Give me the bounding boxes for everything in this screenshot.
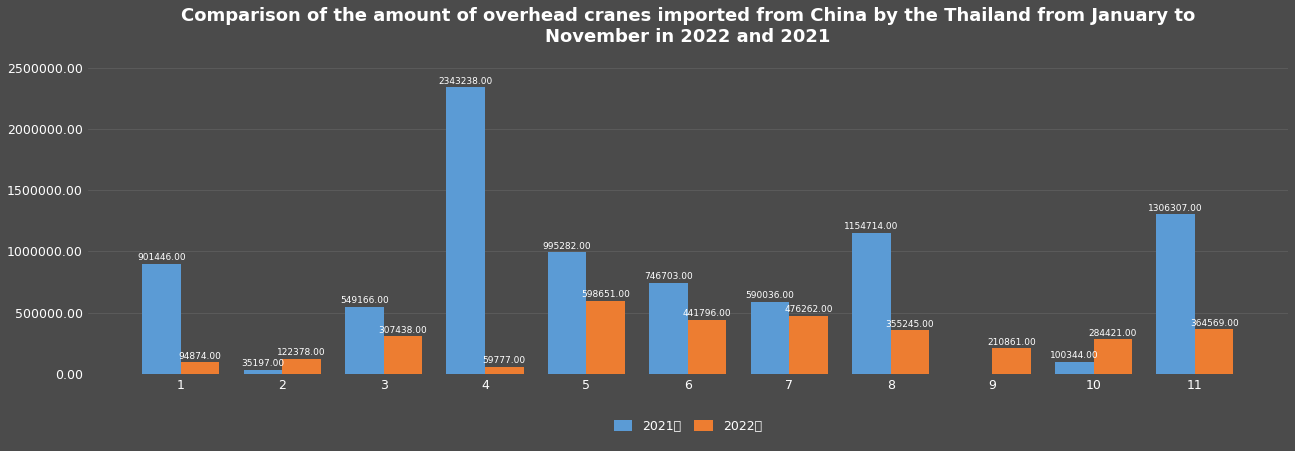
- Bar: [789, 316, 828, 374]
- Bar: [282, 359, 321, 374]
- Bar: [587, 301, 625, 374]
- Bar: [548, 252, 587, 374]
- Bar: [1093, 339, 1132, 374]
- Text: 590036.00: 590036.00: [746, 291, 794, 300]
- Bar: [383, 336, 422, 374]
- Bar: [486, 367, 523, 374]
- Text: 549166.00: 549166.00: [341, 296, 388, 305]
- Legend: 2021年, 2022年: 2021年, 2022年: [609, 414, 767, 437]
- Bar: [649, 282, 688, 374]
- Bar: [1195, 329, 1234, 374]
- Text: 122378.00: 122378.00: [277, 349, 326, 358]
- Text: 307438.00: 307438.00: [378, 326, 427, 335]
- Bar: [751, 302, 789, 374]
- Text: 901446.00: 901446.00: [137, 253, 185, 262]
- Text: 441796.00: 441796.00: [682, 309, 732, 318]
- Text: 355245.00: 355245.00: [886, 320, 934, 329]
- Text: 1154714.00: 1154714.00: [844, 222, 899, 231]
- Text: 1306307.00: 1306307.00: [1149, 203, 1203, 212]
- Bar: [852, 233, 891, 374]
- Text: 35197.00: 35197.00: [241, 359, 285, 368]
- Bar: [1055, 362, 1093, 374]
- Text: 476262.00: 476262.00: [785, 305, 833, 314]
- Text: 94874.00: 94874.00: [179, 352, 221, 361]
- Title: Comparison of the amount of overhead cranes imported from China by the Thailand : Comparison of the amount of overhead cra…: [181, 7, 1195, 46]
- Bar: [447, 87, 486, 374]
- Text: 100344.00: 100344.00: [1050, 351, 1098, 360]
- Bar: [891, 331, 930, 374]
- Bar: [243, 370, 282, 374]
- Bar: [142, 263, 181, 374]
- Text: 284421.00: 284421.00: [1089, 329, 1137, 338]
- Text: 2343238.00: 2343238.00: [439, 77, 493, 86]
- Text: 210861.00: 210861.00: [987, 338, 1036, 347]
- Text: 746703.00: 746703.00: [644, 272, 693, 281]
- Text: 995282.00: 995282.00: [543, 242, 592, 251]
- Bar: [344, 307, 383, 374]
- Text: 364569.00: 364569.00: [1190, 319, 1238, 328]
- Bar: [992, 348, 1031, 374]
- Text: 598651.00: 598651.00: [581, 290, 631, 299]
- Bar: [181, 362, 219, 374]
- Bar: [688, 320, 726, 374]
- Text: 59777.00: 59777.00: [483, 356, 526, 365]
- Bar: [1156, 214, 1195, 374]
